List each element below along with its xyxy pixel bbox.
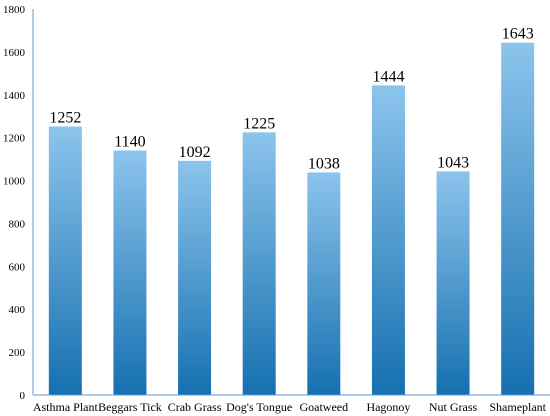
x-tick-label: Dog's Tongue <box>226 400 292 414</box>
y-tick-label: 1200 <box>3 133 26 145</box>
data-label: 1444 <box>372 68 404 85</box>
y-tick-label: 1600 <box>3 47 26 59</box>
bar <box>113 150 147 395</box>
y-tick-label: 200 <box>9 347 26 359</box>
data-label: 1252 <box>49 110 81 127</box>
y-tick-label: 400 <box>9 304 26 316</box>
y-tick-label: 0 <box>20 390 26 402</box>
x-tick-label: Asthma Plant <box>33 400 99 414</box>
x-tick-label: Crab Grass <box>168 400 222 414</box>
bars <box>48 42 535 396</box>
data-label: 1092 <box>179 144 211 161</box>
x-tick-label: Hagonoy <box>366 400 410 414</box>
bar <box>178 160 212 395</box>
x-tick-label: Shameplant <box>489 400 546 414</box>
y-tick-label: 1400 <box>3 90 26 102</box>
bar <box>371 85 405 395</box>
y-tick-label: 600 <box>9 261 26 273</box>
data-label: 1225 <box>243 115 275 132</box>
data-label: 1643 <box>502 26 534 43</box>
y-axis-ticks: 0 200 400 600 800 1000 1200 1400 1600 1800 <box>3 4 26 402</box>
bar <box>501 42 535 395</box>
x-tick-label: Nut Grass <box>429 400 478 414</box>
data-label: 1140 <box>114 134 145 151</box>
bar <box>436 171 470 395</box>
data-label: 1038 <box>308 155 340 172</box>
x-tick-label: Goatweed <box>299 400 348 414</box>
y-tick-label: 1800 <box>3 4 26 16</box>
data-label: 1043 <box>437 154 469 171</box>
axes <box>32 9 550 396</box>
x-tick-label: Beggars Tick <box>98 400 162 414</box>
bar <box>307 172 341 395</box>
x-axis-labels: Asthma Plant Beggars Tick Crab Grass Dog's … <box>33 400 547 414</box>
y-tick-label: 800 <box>9 218 26 230</box>
bar <box>48 126 82 395</box>
bar <box>242 132 276 396</box>
data-labels: 1252 1140 1092 1225 1038 1444 1043 1643 <box>49 26 533 173</box>
y-tick-label: 1000 <box>3 176 26 188</box>
